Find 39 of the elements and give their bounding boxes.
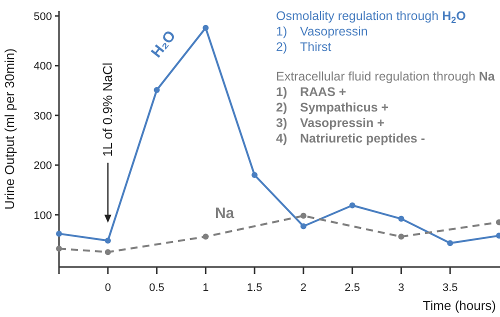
point xyxy=(56,246,62,252)
point xyxy=(202,234,209,240)
point xyxy=(300,223,306,230)
point xyxy=(56,230,62,237)
annotation: Osmolality regulation through H$_{2}$O xyxy=(276,9,466,25)
annotation: 2) Sympathicus + xyxy=(276,100,389,114)
point xyxy=(300,212,306,219)
annotation: Extracellular fluid regulation through Na xyxy=(276,70,496,84)
point xyxy=(398,216,404,222)
y-tick-label: 100 xyxy=(34,210,52,222)
x-tick-label: 3.5 xyxy=(442,282,458,294)
point xyxy=(398,234,404,240)
annotation: 2) Thirst xyxy=(276,40,332,54)
y-axis-title: Urine Output (ml per 30min) xyxy=(2,48,17,210)
point xyxy=(104,249,111,256)
x-axis-title: Time (hours) xyxy=(422,298,496,313)
x-tick-label: 1 xyxy=(202,282,209,294)
y-tick-label: 200 xyxy=(34,160,52,172)
point xyxy=(349,202,356,208)
annotation: 1) Vasopressin xyxy=(276,24,368,38)
x-tick-label: 2.5 xyxy=(344,282,360,294)
point xyxy=(104,238,111,244)
x-tick-label: 1.5 xyxy=(246,282,262,294)
x-tick-label: 0.5 xyxy=(149,282,164,294)
x-tick-label: 3 xyxy=(398,282,404,294)
y-tick-label: 300 xyxy=(34,110,52,122)
series-label: Na xyxy=(214,205,235,222)
y-tick-label: 500 xyxy=(34,10,52,23)
point xyxy=(447,240,454,246)
annotation: 4) Natriuretic peptides - xyxy=(276,132,426,146)
annotation: 1) RAAS + xyxy=(276,85,346,99)
annotation: 3) Vasopressin + xyxy=(276,116,384,130)
annotation: 1L of 0.9% NaCl xyxy=(100,62,115,157)
y-tick-label: 400 xyxy=(34,60,52,73)
x-tick-label: 2 xyxy=(300,282,307,294)
x-tick-label: 0 xyxy=(104,282,111,294)
point xyxy=(154,87,160,94)
point xyxy=(252,172,258,178)
point xyxy=(202,24,209,31)
